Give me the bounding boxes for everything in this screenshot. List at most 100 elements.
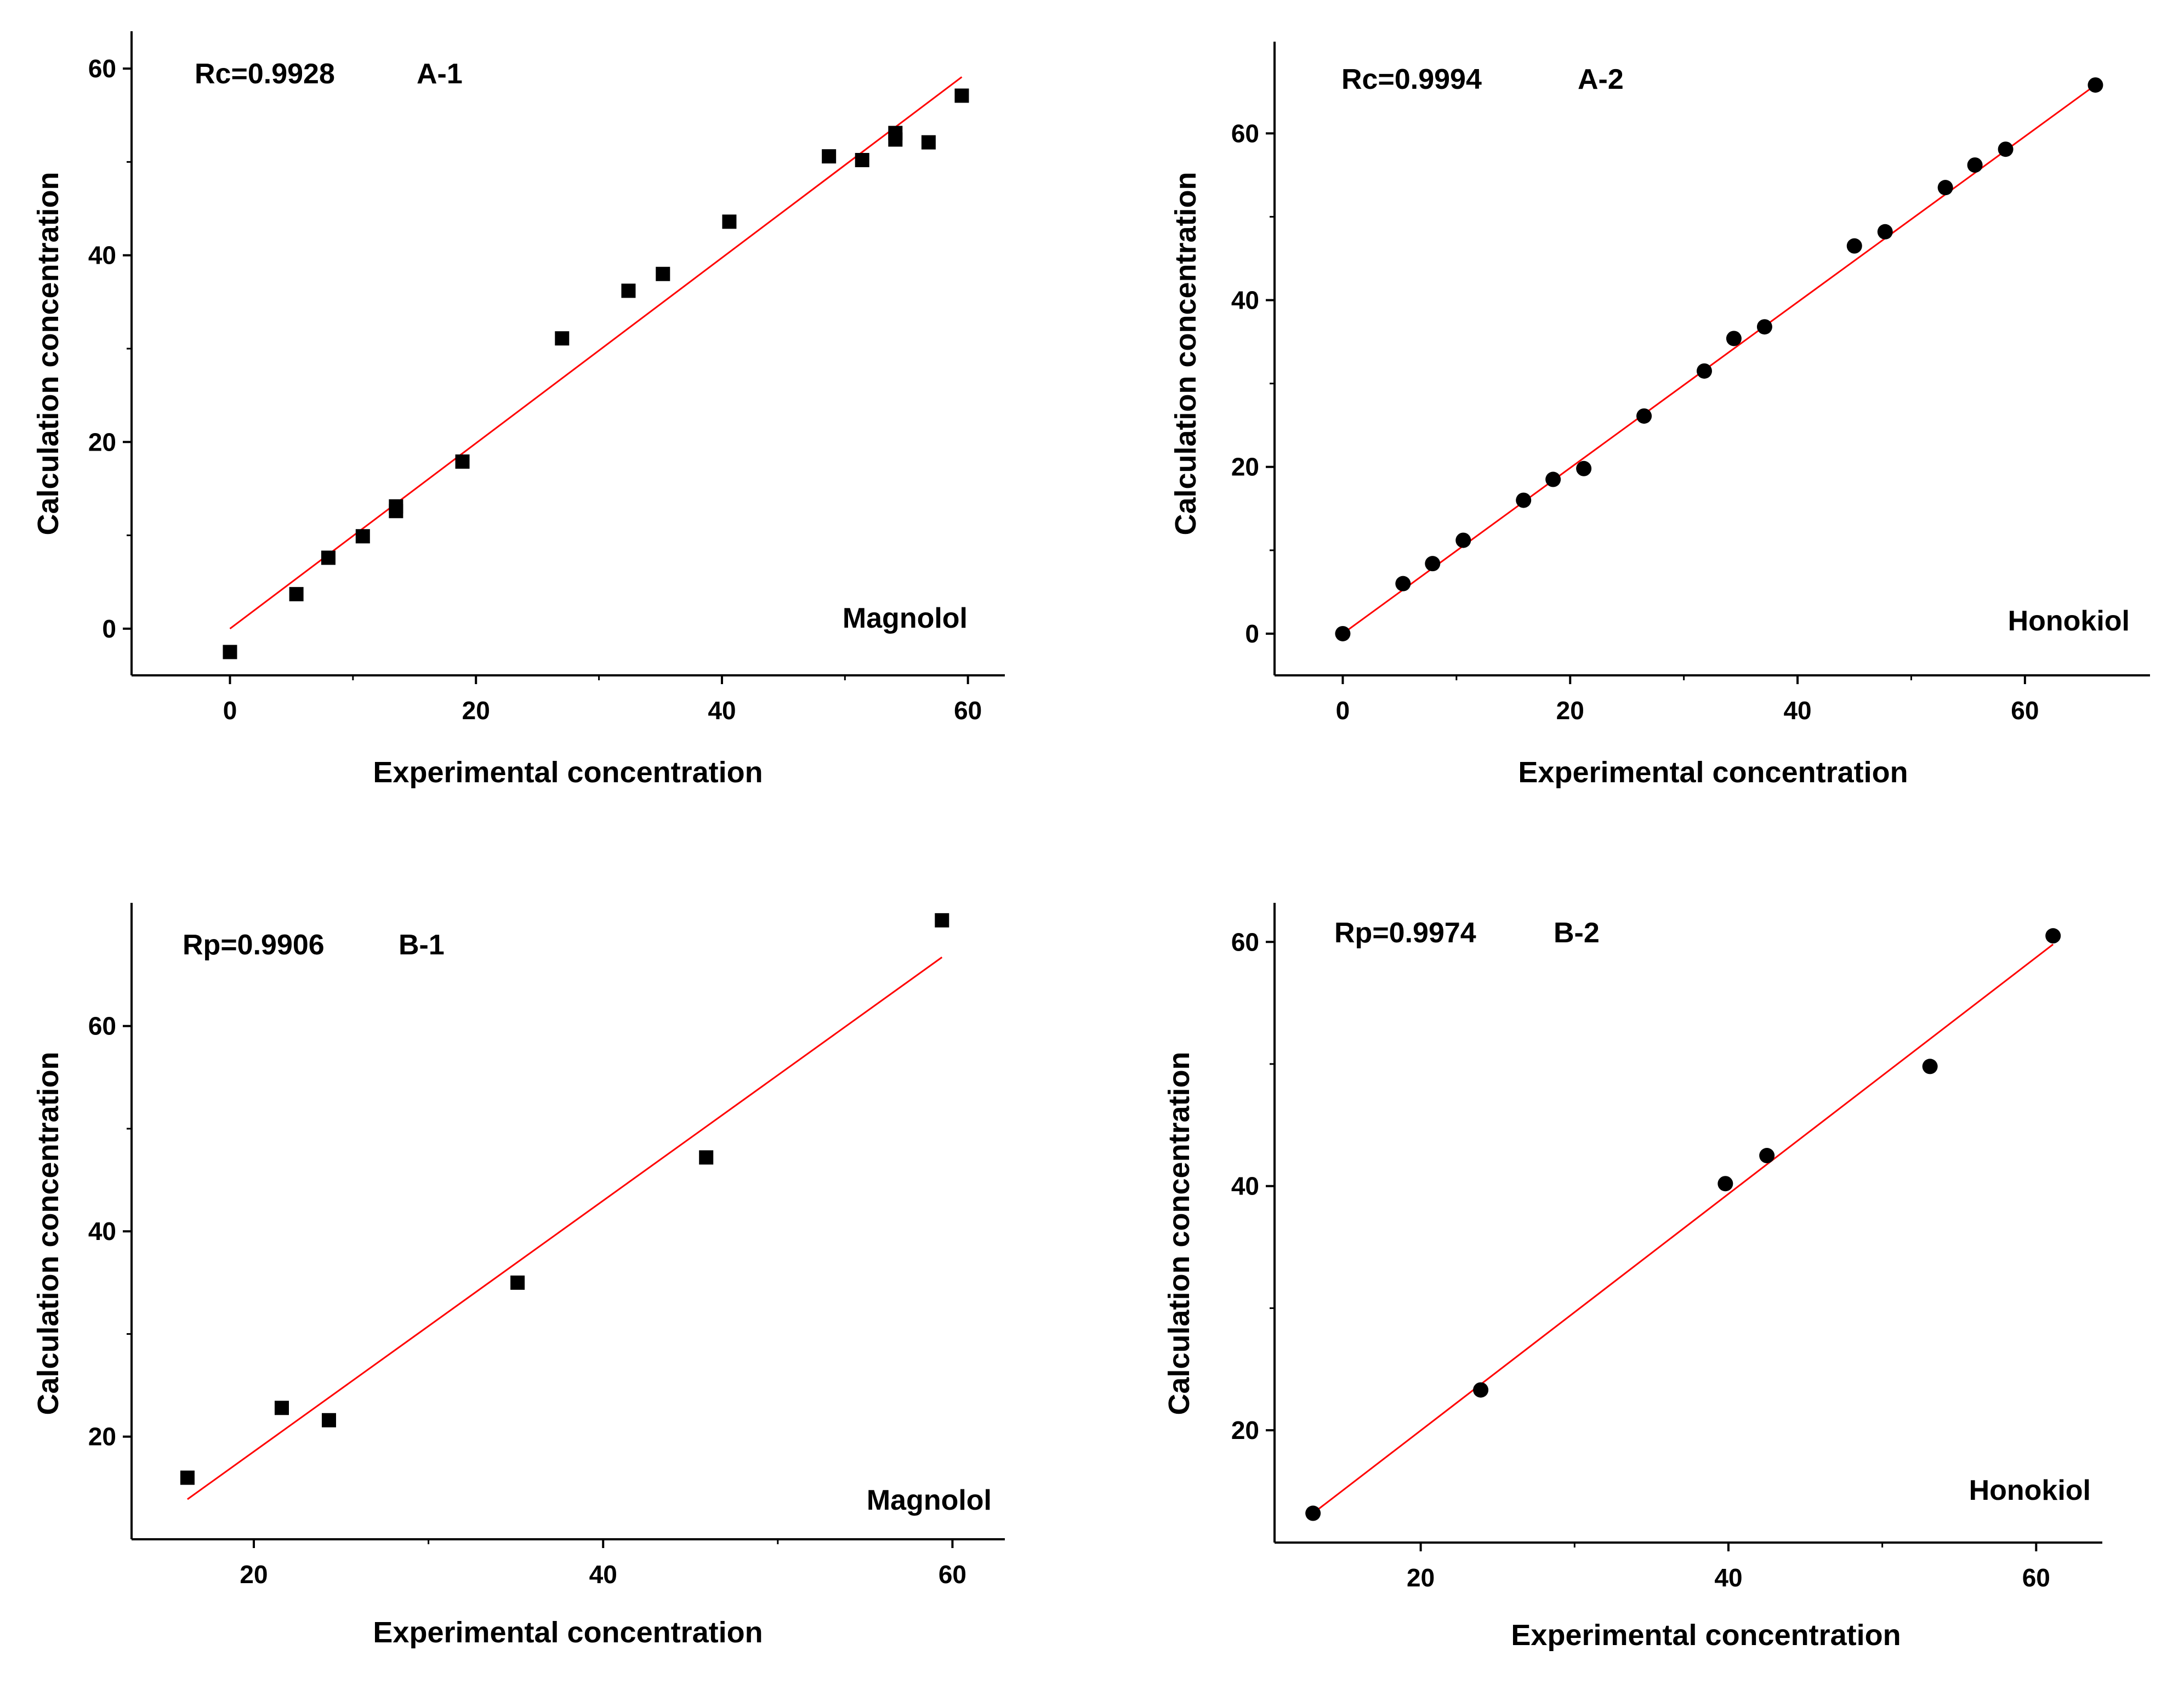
chart-b1-annotation: B-1	[399, 929, 445, 961]
chart-a1-y-title: Calculation concentration	[32, 172, 65, 535]
chart-b1-point-4	[699, 1150, 714, 1165]
chart-b1-points	[180, 913, 949, 1485]
chart-b2-point-2	[1717, 1176, 1733, 1192]
chart-a1-point-12	[855, 153, 869, 167]
chart-a1: 0 20 40 60 0 20 40 60 Rc=0.9928 A-1 Magnolol Ex…	[32, 31, 1005, 789]
chart-a1-ticks: 0 20 40 60 0 20 40 60	[88, 54, 982, 725]
chart-b2-stat-label: Rp=0.9974	[1334, 917, 1476, 949]
chart-b2-x-tick-label-1: 40	[1714, 1563, 1742, 1592]
chart-a1-point-8	[621, 283, 636, 298]
chart-a2-point-8	[1696, 363, 1712, 379]
chart-a2-point-13	[1937, 180, 1953, 196]
chart-a2-point-16	[2088, 77, 2103, 93]
chart-b2-fit-layer	[1312, 943, 2054, 1514]
chart-a1-annotation: A-1	[417, 58, 463, 90]
chart-b2-y-tick-label-0: 20	[1231, 1416, 1259, 1444]
chart-a1-x-title: Experimental concentration	[373, 756, 763, 789]
chart-a1-point-15	[921, 135, 936, 150]
chart-a2-x-tick-label-3: 60	[2011, 696, 2039, 725]
chart-a2-point-10	[1756, 319, 1772, 335]
chart-a2: 0 20 40 60 0 20 40 60 Rc=0.9994 A-2 Honokiol Ex…	[1169, 42, 2150, 789]
chart-b1-point-5	[935, 913, 949, 928]
chart-a2-point-1	[1395, 576, 1411, 591]
chart-b1-compound-label: Magnolol	[867, 1484, 992, 1516]
chart-b1-point-1	[274, 1401, 289, 1415]
chart-a2-y-title: Calculation concentration	[1169, 172, 1202, 535]
chart-a1-fit-layer	[229, 76, 963, 630]
chart-a2-point-5	[1545, 471, 1561, 487]
chart-a1-x-tick-label-1: 20	[462, 696, 490, 725]
chart-a1-point-6	[455, 454, 470, 469]
chart-b1-y-title: Calculation concentration	[32, 1051, 65, 1415]
chart-b1-fit-line	[187, 957, 943, 1500]
chart-b2-point-5	[2045, 928, 2061, 944]
chart-b2-points	[1305, 928, 2061, 1521]
chart-a1-y-tick-label-2: 40	[88, 241, 116, 270]
chart-b1-ticks: 20 40 60 20 40 60	[88, 1012, 966, 1589]
chart-b1-x-title: Experimental concentration	[373, 1616, 763, 1649]
chart-b2-annotation: B-2	[1554, 917, 1600, 949]
chart-b1-y-tick-label-0: 20	[88, 1423, 116, 1451]
chart-a2-point-11	[1846, 238, 1862, 254]
chart-a2-compound-label: Honokiol	[2008, 605, 2130, 637]
chart-b2-x-title: Experimental concentration	[1511, 1619, 1901, 1652]
chart-a2-y-tick-label-0: 0	[1245, 619, 1259, 648]
chart-a2-point-14	[1967, 157, 1983, 173]
chart-a2-point-4	[1516, 492, 1532, 508]
chart-b2-y-title: Calculation concentration	[1163, 1051, 1196, 1415]
chart-a2-y-tick-label-1: 20	[1231, 453, 1259, 481]
chart-a2-point-3	[1455, 532, 1471, 548]
chart-b2-y-tick-label-2: 60	[1231, 928, 1259, 956]
chart-b1-x-tick-label-0: 20	[240, 1560, 268, 1589]
chart-a2-point-15	[1998, 141, 2014, 157]
chart-a1-y-tick-label-1: 20	[88, 428, 116, 456]
chart-a1-y-tick-label-0: 0	[102, 615, 116, 643]
chart-a2-x-tick-label-1: 20	[1556, 696, 1584, 725]
chart-b2-point-4	[1922, 1059, 1938, 1074]
chart-a1-fit-line	[229, 76, 963, 630]
chart-a2-fit-line	[1342, 84, 2096, 635]
chart-a1-point-1	[289, 587, 304, 601]
chart-a2-y-tick-label-2: 40	[1231, 286, 1259, 315]
chart-b2-ticks: 20 40 60 20 40 60	[1231, 928, 2050, 1592]
chart-a2-y-tick-label-3: 60	[1231, 119, 1259, 147]
chart-a2-annotation: A-2	[1578, 64, 1624, 95]
chart-a1-point-0	[223, 645, 237, 659]
chart-b1-point-2	[322, 1413, 337, 1427]
chart-a1-compound-label: Magnolol	[843, 602, 968, 634]
chart-b1-point-3	[510, 1275, 525, 1290]
chart-a2-points	[1335, 77, 2103, 641]
chart-a2-point-0	[1335, 625, 1351, 641]
chart-b2-x-tick-label-0: 20	[1407, 1563, 1435, 1592]
chart-a1-x-tick-label-3: 60	[954, 696, 982, 725]
chart-a1-point-10	[722, 214, 737, 229]
chart-a2-x-title: Experimental concentration	[1518, 756, 1908, 789]
chart-a2-point-12	[1877, 224, 1893, 240]
chart-a1-point-2	[321, 550, 335, 565]
chart-a2-point-2	[1425, 556, 1441, 572]
chart-a1-y-tick-label-3: 60	[88, 54, 116, 83]
chart-a1-x-tick-label-0: 0	[223, 696, 237, 725]
chart-b1: 20 40 60 20 40 60 Rp=0.9906 B-1 Magnolol Expe…	[32, 903, 1005, 1649]
chart-a1-point-3	[355, 529, 370, 544]
chart-a1-point-5	[389, 499, 403, 514]
chart-b2-point-3	[1759, 1148, 1775, 1164]
chart-a1-points	[223, 88, 969, 659]
chart-b2-y-tick-label-1: 40	[1231, 1172, 1259, 1201]
chart-a1-point-16	[954, 88, 969, 103]
chart-b2: 20 40 60 20 40 60 Rp=0.9974 B-2 Honokiol Expe…	[1163, 903, 2102, 1652]
chart-b1-x-tick-label-2: 60	[939, 1560, 966, 1589]
chart-b1-point-0	[180, 1470, 195, 1485]
chart-b2-x-tick-label-2: 60	[2022, 1563, 2050, 1592]
chart-a2-x-tick-label-2: 40	[1783, 696, 1811, 725]
chart-b1-stat-label: Rp=0.9906	[183, 929, 325, 961]
chart-a1-point-14	[888, 126, 903, 140]
chart-b2-fit-line	[1312, 943, 2054, 1514]
chart-a1-point-7	[555, 331, 570, 346]
chart-a2-fit-layer	[1342, 84, 2096, 635]
chart-a2-point-6	[1576, 460, 1592, 476]
chart-b1-y-tick-label-2: 60	[88, 1012, 116, 1040]
chart-a2-stat-label: Rc=0.9994	[1341, 64, 1482, 95]
chart-a1-point-9	[656, 266, 670, 281]
chart-a2-point-7	[1636, 408, 1652, 424]
